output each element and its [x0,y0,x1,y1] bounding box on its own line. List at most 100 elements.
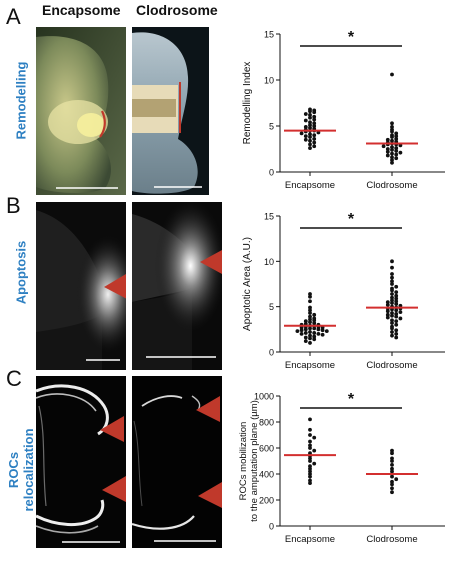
x-tick-label: Clodrosome [366,180,417,191]
data-point [308,333,312,338]
data-point [394,302,399,306]
x-tick-label: Clodrosome [366,360,417,371]
data-point [390,318,394,323]
data-point [320,328,325,333]
data-point [308,142,312,147]
data-point [385,309,390,314]
data-point [303,335,308,340]
data-point [390,490,394,495]
data-point [308,427,312,432]
data-point [394,148,399,153]
data-point [394,477,399,482]
data-point [394,314,399,319]
data-point [316,327,321,332]
y-tick-label: 0 [269,348,274,358]
data-point [394,152,399,157]
micrograph-rocs-clodrosome [132,376,222,548]
data-point [390,160,394,165]
micrograph-apoptosis-clodrosome [132,202,222,370]
micrograph-rocs-encapsome [36,376,126,548]
data-point [394,293,399,298]
data-point [308,478,312,483]
data-point [390,295,394,300]
data-point [308,320,312,324]
data-point [308,417,312,422]
data-point [390,151,394,156]
data-point [394,312,399,316]
data-point [308,446,312,450]
data-point [312,318,317,323]
data-point [308,341,312,345]
data-point [308,439,312,444]
data-point [312,334,317,339]
y-tick-label: 5 [269,302,274,312]
data-point [308,336,312,341]
y-tick-label: 5 [269,122,274,132]
data-point [308,294,312,299]
x-tick-label: Encapsome [285,180,335,191]
data-point [320,332,325,337]
data-point [308,481,312,485]
data-point [394,331,399,336]
data-point [308,135,312,139]
data-point [390,451,394,456]
data-point [390,486,394,491]
data-point [390,479,394,484]
panel-letter-c: C [6,366,22,391]
data-point [385,153,390,158]
data-point [394,328,399,333]
data-point [390,265,394,270]
data-point [390,292,394,296]
data-point [316,331,321,336]
data-point [312,326,317,331]
y-axis-label-line: ROCs mobilization [238,422,249,501]
data-point [390,333,394,338]
data-point [390,282,394,286]
data-point [303,134,308,139]
data-point [308,109,312,114]
chart-remodelling-svg: 0 5 10 15 Remodelling Index Encapsome Clodroso… [242,29,445,191]
significance-star: * [348,29,355,46]
chart-apoptosis-svg: 0 5 10 15 Apoptotic Area (A.U.) Encapsome Clod… [242,211,445,371]
y-tick-label: 800 [259,418,274,428]
data-point [394,156,399,161]
x-tick-label: Encapsome [285,534,335,545]
data-point [299,328,304,333]
data-point [394,299,399,304]
data-point [390,482,394,487]
data-point [303,331,308,335]
micrograph-remodelling-encapsome [36,27,126,195]
data-point [295,329,300,334]
data-point [312,133,317,138]
data-point [308,125,312,130]
data-point [385,147,390,151]
data-point [312,461,317,466]
row-label-rocs-relocalization: ROCs relocalization [6,428,36,512]
chart-remodelling-index: 0 5 10 15 Remodelling Index Encapsome Clodroso… [240,20,455,200]
data-point [390,456,394,461]
data-point [394,284,399,289]
data-point [308,326,312,331]
y-axis-label: Remodelling Index [242,62,253,145]
data-point [394,290,399,295]
data-point [308,317,312,322]
data-point [312,312,317,317]
y-axis-label-line: to the amputation plane (µm) [249,400,260,522]
significance-star: * [348,391,355,408]
data-point [394,335,399,340]
data-point [394,319,399,324]
data-point [390,469,394,474]
y-tick-label: 200 [259,496,274,506]
data-point [303,112,308,116]
data-point [303,319,308,324]
data-point [390,145,394,150]
data-point [398,316,403,321]
data-point [324,329,329,334]
data-point [390,272,394,276]
data-point [308,308,312,313]
data-point [308,459,312,463]
data-point [303,137,308,142]
data-point [308,120,312,125]
data-point [312,435,317,440]
data-point [385,137,390,142]
